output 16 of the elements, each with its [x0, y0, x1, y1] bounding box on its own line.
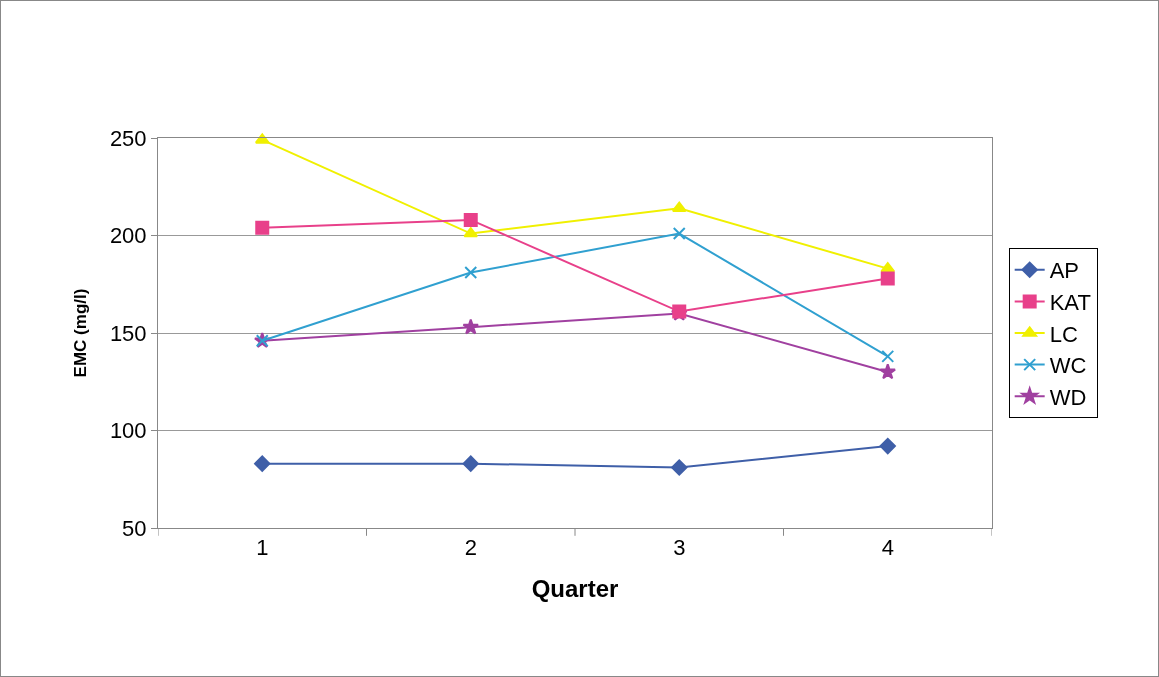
x-tick-label: 4 — [881, 535, 894, 561]
legend-label: AP — [1049, 258, 1080, 284]
legend-label: KAT — [1049, 289, 1091, 315]
y-tick-label: 200 — [109, 223, 147, 249]
legend-label: LC — [1049, 321, 1078, 347]
x-tick-label: 3 — [673, 535, 686, 561]
x-tick-label: 1 — [256, 535, 269, 561]
legend-label: WD — [1049, 384, 1087, 410]
y-tick-label: 100 — [109, 418, 147, 444]
x-tick-label: 2 — [464, 535, 477, 561]
y-tick-label: 50 — [122, 515, 147, 541]
y-axis-title: EMC (mg/l) — [71, 288, 91, 378]
y-tick-label: 150 — [109, 320, 147, 346]
legend-label: WC — [1049, 353, 1087, 379]
y-tick-label: 250 — [109, 125, 147, 151]
x-axis-title: Quarter — [531, 574, 619, 602]
